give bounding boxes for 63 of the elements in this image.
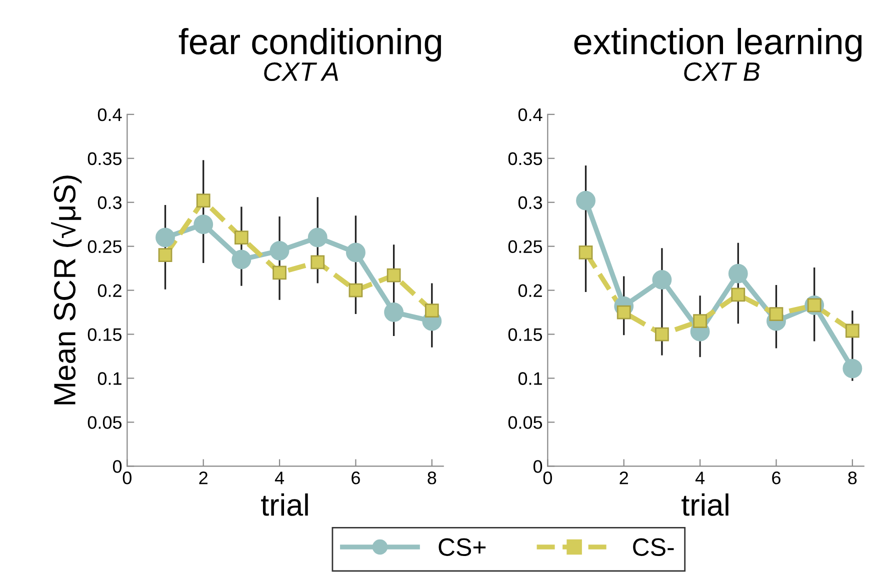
x-tick-label: 4 — [274, 472, 284, 484]
point — [769, 307, 784, 321]
point — [652, 270, 672, 290]
y-tick-label: 0.05 — [88, 416, 122, 429]
point — [196, 194, 210, 208]
chart-subtitle: CXT B — [684, 62, 760, 82]
y-tick-label: 0.4 — [98, 108, 122, 122]
x-tick-label: 2 — [199, 472, 208, 484]
point — [616, 305, 631, 320]
y-tick-label: 0.2 — [98, 284, 122, 298]
point — [158, 248, 172, 262]
x-tick-label: 2 — [620, 472, 628, 484]
point — [424, 304, 439, 318]
point — [232, 250, 252, 270]
point — [655, 327, 669, 342]
point — [842, 358, 862, 378]
x-tick-label: 8 — [848, 472, 857, 484]
y-tick-label: 0.35 — [88, 152, 122, 166]
y-tick-label: 0.2 — [518, 284, 542, 298]
y-tick-label: 0.3 — [518, 196, 542, 210]
point — [308, 228, 328, 248]
point — [156, 228, 175, 248]
x-tick-label: 4 — [695, 472, 705, 484]
y-tick-label: 0.35 — [508, 152, 542, 166]
chart-title: extinction learning — [574, 28, 862, 62]
point — [234, 230, 248, 244]
point — [576, 190, 596, 210]
point — [845, 324, 860, 338]
x-tick-label: 0 — [543, 472, 552, 484]
y-tick-label: 0.25 — [508, 240, 542, 254]
y-tick-label: 0.05 — [508, 416, 542, 429]
y-tick-label: 0.3 — [98, 196, 122, 210]
x-axis-title: trial — [682, 493, 728, 516]
legend-label: CS+ — [438, 538, 486, 556]
point — [346, 242, 366, 262]
y-tick-label: 0 — [533, 460, 542, 473]
point — [728, 264, 748, 284]
chart-title: fear conditioning — [178, 28, 442, 62]
chart-subtitle: CXT A — [264, 62, 338, 82]
x-tick-label: 8 — [428, 472, 436, 484]
point — [731, 288, 746, 302]
point — [693, 314, 707, 328]
point — [310, 255, 325, 270]
point — [270, 240, 290, 260]
point — [272, 266, 286, 280]
y-tick-label: 0.1 — [98, 372, 122, 385]
y-tick-label: 0.1 — [518, 372, 542, 385]
x-axis-title: trial — [261, 493, 308, 516]
legend-label: CS- — [633, 538, 674, 556]
y-axis-title: Mean SCR (√μS) — [51, 176, 82, 404]
point — [194, 214, 214, 234]
x-tick-label: 6 — [352, 472, 360, 484]
y-tick-label: 0 — [112, 460, 122, 473]
point — [386, 268, 401, 282]
y-tick-label: 0.25 — [88, 240, 122, 254]
point — [578, 246, 593, 260]
y-tick-label: 0.4 — [518, 108, 542, 122]
y-tick-label: 0.15 — [508, 328, 542, 341]
point — [384, 302, 404, 322]
y-tick-label: 0.15 — [88, 328, 122, 341]
point — [348, 283, 363, 298]
x-tick-label: 0 — [122, 472, 132, 484]
x-tick-label: 6 — [772, 472, 780, 484]
